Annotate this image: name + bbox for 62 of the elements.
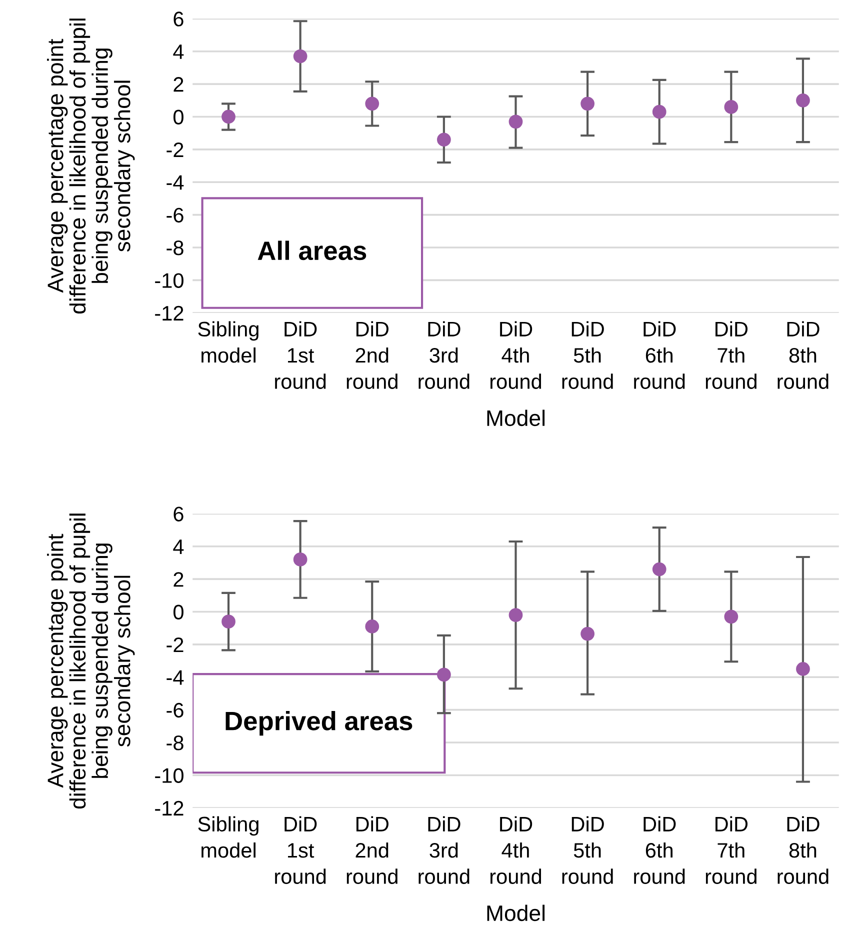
x-tick-label: DiD 6th round — [634, 321, 685, 389]
point — [652, 562, 666, 576]
point — [724, 610, 738, 624]
point — [365, 620, 380, 634]
y-tick-label: -12 — [155, 800, 184, 816]
y-tick-label: 2 — [174, 572, 184, 587]
point — [508, 608, 523, 622]
x-tick-label: DiD 1st round — [275, 321, 326, 389]
point — [508, 114, 523, 129]
x-tick-label: DiD 3rd round — [418, 321, 470, 389]
x-tick-label: DiD 2nd round — [346, 321, 398, 389]
point — [580, 96, 594, 111]
y-tick-label: -6 — [166, 702, 184, 718]
y-tick-label: -4 — [166, 175, 184, 190]
y-tick-label: 0 — [173, 110, 184, 125]
x-tick-label: DiD 4th round — [490, 321, 542, 389]
x-tick-label: DiD 8th round — [778, 816, 828, 884]
point — [293, 49, 308, 64]
x-tick-label: DiD 8th round — [778, 321, 828, 389]
y-tick-label: 6 — [174, 506, 184, 522]
annotation: Deprived areas — [226, 711, 412, 736]
x-tick-label: Sibling model — [198, 816, 258, 858]
y-tick-label: -8 — [166, 240, 184, 256]
y-tick-label: -2 — [166, 637, 184, 652]
point — [796, 93, 810, 108]
x-tick-label: DiD 6th round — [634, 816, 685, 884]
x-tick-label: DiD 7th round — [706, 321, 756, 389]
y-tick-label: -6 — [166, 208, 184, 223]
x-tick-label: DiD 2nd round — [346, 816, 398, 884]
point — [222, 110, 236, 124]
y-axis-title: Average percentage point difference in likelihood of pupil being suspended during secondary school — [47, 18, 135, 314]
annotation: All areas — [258, 240, 366, 260]
point — [293, 552, 308, 566]
point — [796, 662, 810, 676]
y-tick-label: 2 — [174, 77, 184, 92]
x-tick-label: DiD 4th round — [490, 816, 542, 884]
y-tick-label: -12 — [155, 306, 184, 320]
y-tick-label: 4 — [173, 540, 184, 554]
point — [724, 100, 738, 114]
point — [436, 132, 451, 147]
x-tick-label: DiD 1st round — [275, 816, 326, 884]
x-axis-title: Model — [487, 410, 545, 426]
x-tick-label: DiD 5th round — [562, 816, 613, 884]
x-tick-label: DiD 5th round — [562, 321, 613, 389]
point — [365, 96, 380, 111]
point — [580, 626, 594, 641]
point — [652, 104, 666, 119]
x-tick-label: Sibling model — [198, 321, 258, 363]
y-tick-label: -4 — [166, 670, 184, 685]
x-axis-title: Model — [487, 904, 545, 922]
x-tick-label: DiD 7th round — [706, 816, 756, 884]
y-tick-label: -2 — [166, 142, 184, 157]
x-tick-label: DiD 3rd round — [418, 816, 470, 884]
y-tick-label: -8 — [166, 736, 184, 750]
y-tick-label: 4 — [173, 44, 184, 59]
y-tick-label: -10 — [155, 768, 184, 783]
point — [222, 614, 236, 629]
y-axis-title: Average percentage point difference in likelihood of pupil being suspended during secondary school — [47, 514, 135, 809]
y-tick-label: -10 — [155, 273, 184, 288]
point — [436, 668, 451, 682]
y-tick-label: 0 — [173, 604, 184, 620]
y-tick-label: 6 — [174, 12, 184, 26]
